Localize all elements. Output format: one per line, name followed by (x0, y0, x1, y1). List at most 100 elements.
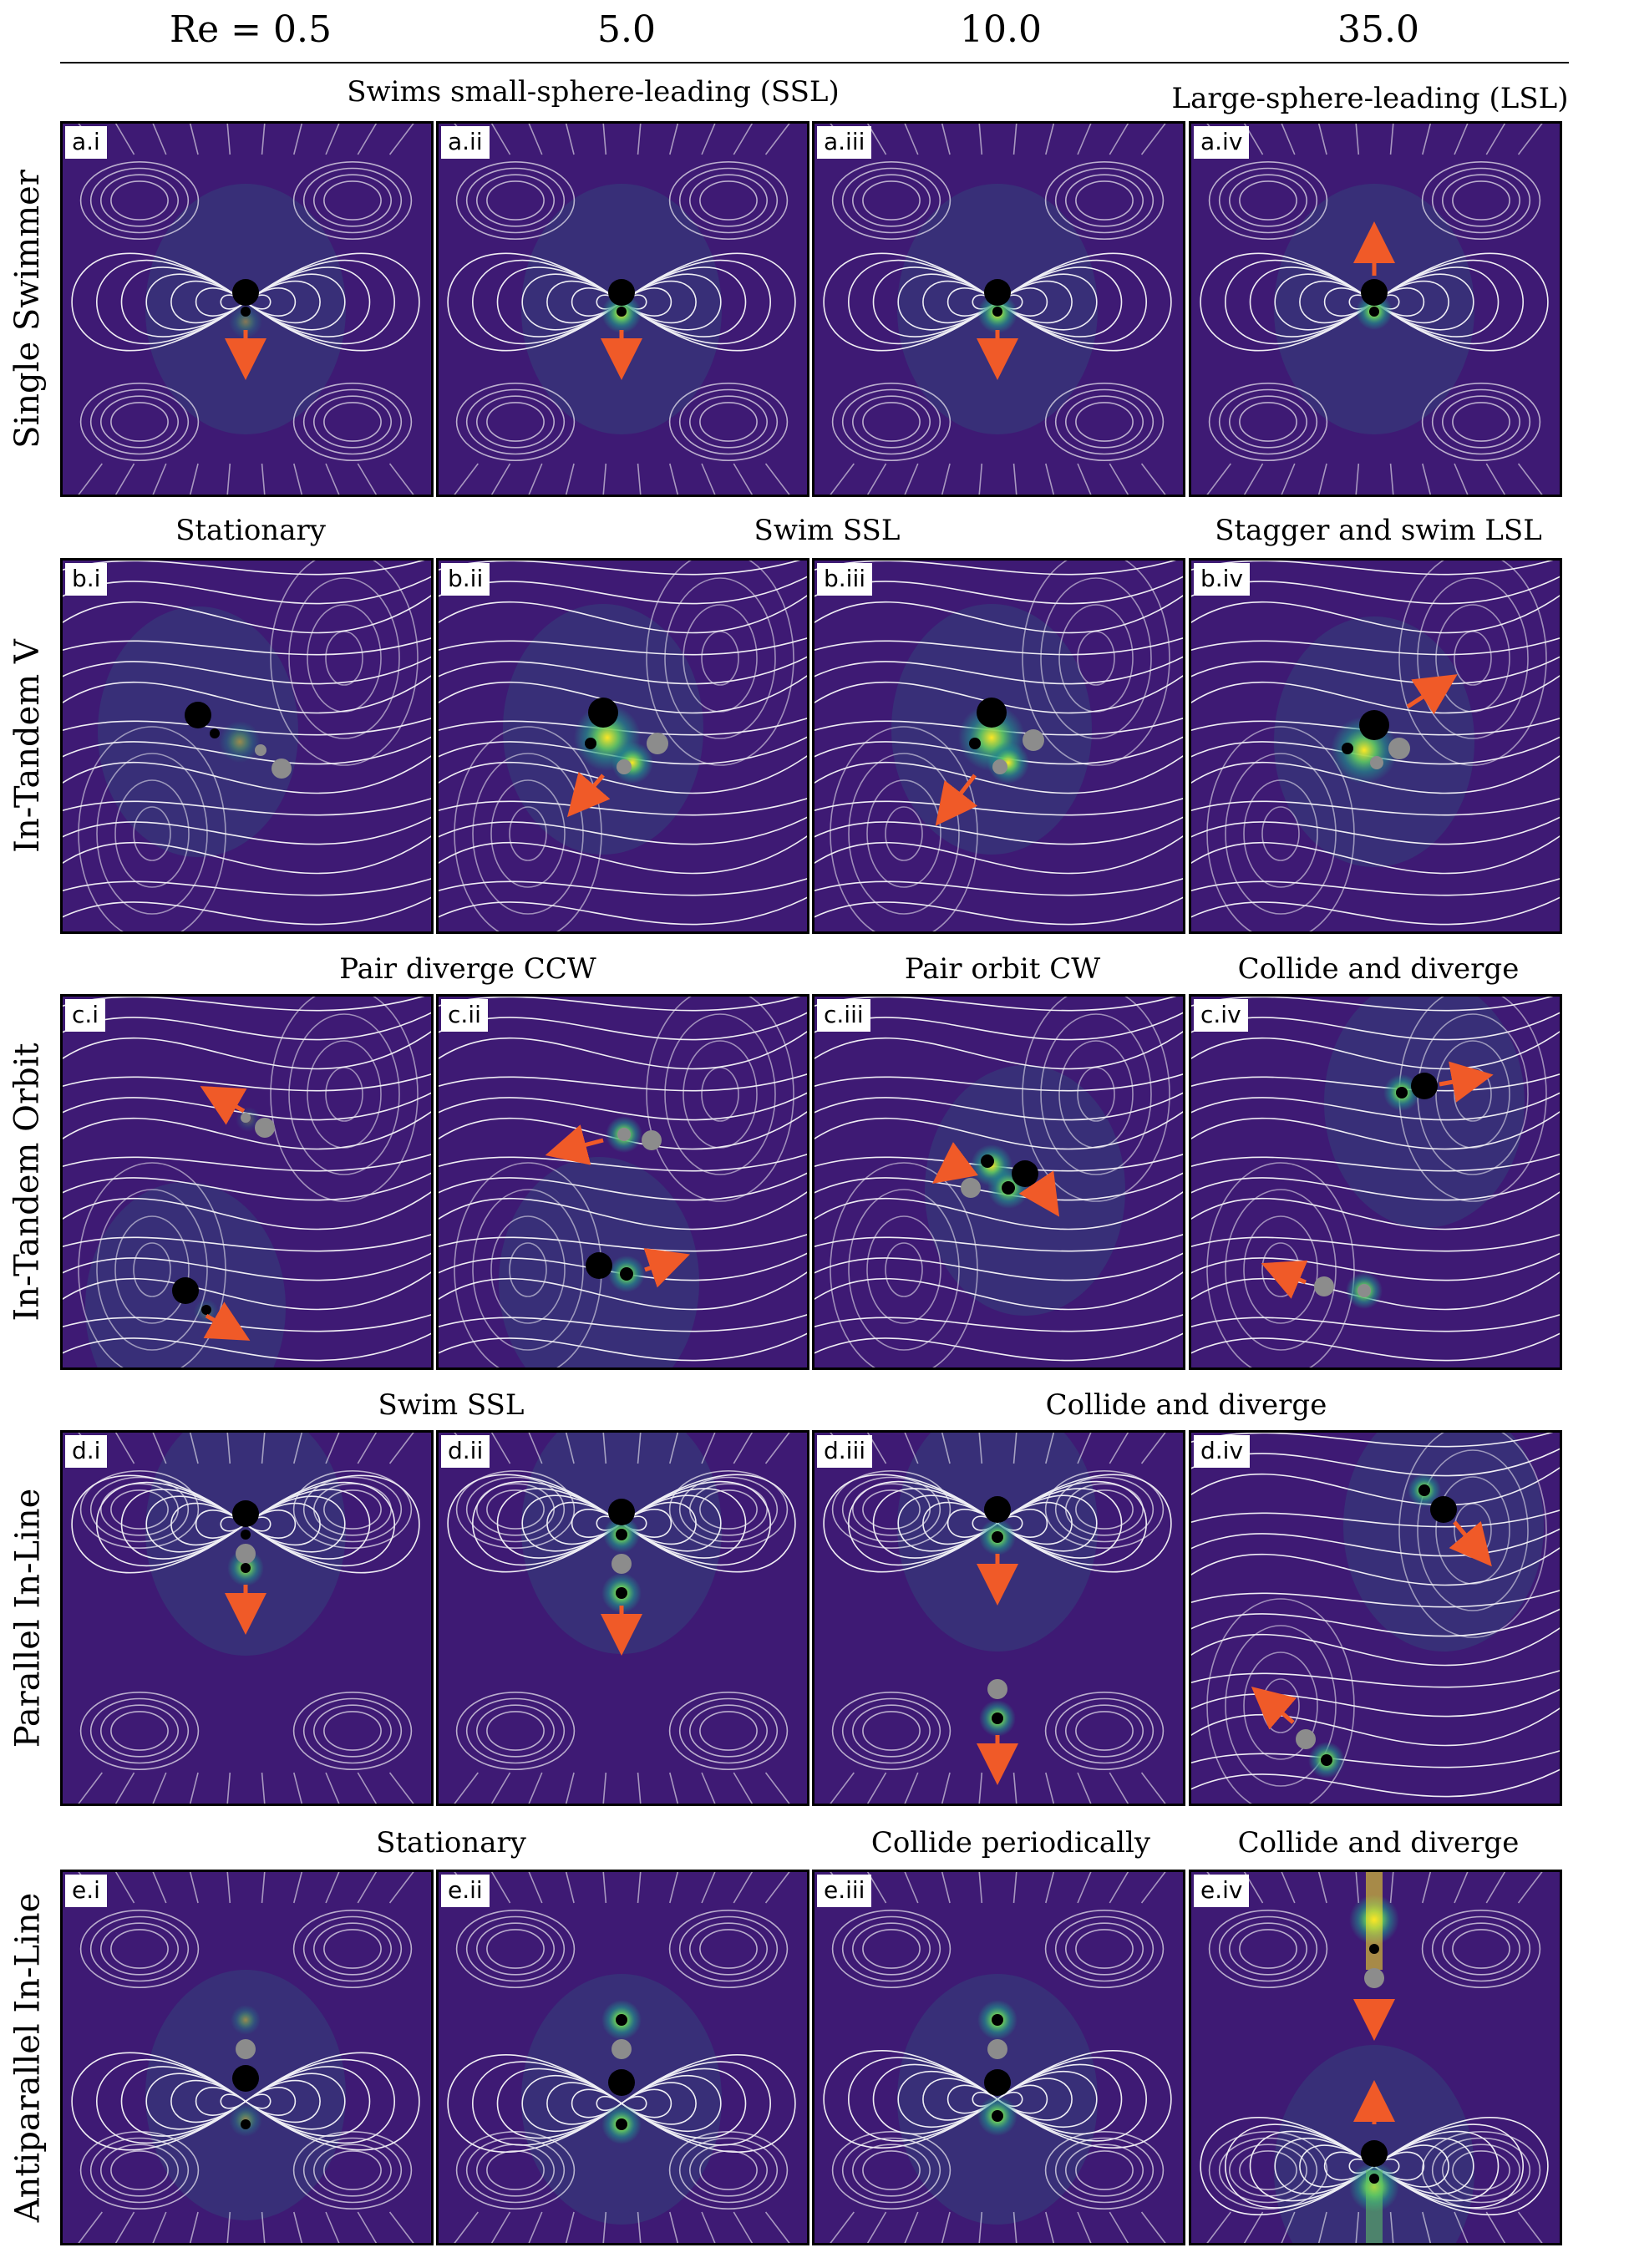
flow-field (1189, 994, 1562, 1370)
large-sphere (984, 279, 1011, 306)
partner-sphere (1023, 729, 1044, 751)
partner-sphere (255, 1118, 275, 1138)
panel-label: d.ii (441, 1435, 490, 1468)
partner-sphere (236, 1544, 256, 1564)
row-label-antiparallel-in-line: Antiparallel In-Line (8, 1892, 48, 2223)
large-sphere (608, 279, 635, 306)
column-header-re-0.5: Re = 0.5 (170, 8, 332, 51)
row-label-parallel-in-line: Parallel In-Line (8, 1488, 48, 1748)
small-sphere (201, 1305, 211, 1315)
flow-field (1189, 121, 1562, 497)
large-sphere (984, 2069, 1011, 2096)
small-sphere (1342, 743, 1353, 754)
panel-label: a.iii (817, 126, 872, 159)
panel-e-iii: e.iii (812, 1870, 1185, 2245)
row-label-single-swimmer: Single Swimmer (8, 170, 48, 449)
caption-b-stagger: Stagger and swim LSL (1215, 514, 1542, 547)
panel-label: b.iii (817, 563, 873, 596)
small-sphere (241, 307, 251, 317)
panel-label: b.i (65, 563, 108, 596)
velocity-hotspot (219, 721, 261, 763)
large-sphere (1361, 2140, 1388, 2167)
panel-c-iii: c.iii (812, 994, 1185, 1370)
partner-sphere (612, 1554, 632, 1574)
panel-label: c.ii (441, 999, 488, 1032)
streamlines (71, 1430, 420, 1806)
flow-field (1189, 558, 1562, 934)
velocity-hotspot (229, 305, 262, 338)
column-header-10.0: 10.0 (960, 8, 1042, 51)
velocity-haze (521, 1974, 722, 2225)
flow-field (436, 1430, 809, 1806)
streamlines (1189, 994, 1562, 1370)
streamlines (60, 558, 434, 934)
swim-direction-arrow (1406, 674, 1458, 715)
panel-label: a.ii (441, 126, 490, 159)
caption-d-collide: Collide and diverge (1045, 1388, 1327, 1422)
velocity-hotspot (612, 742, 653, 784)
small-sphere (585, 738, 596, 749)
partner-sphere (617, 759, 632, 774)
streamlines (812, 994, 1185, 1370)
large-sphere (1359, 710, 1389, 740)
panel-d-iv: d.iv (1189, 1430, 1562, 1806)
small-sphere (992, 2110, 1003, 2122)
panel-label: c.iv (1194, 999, 1248, 1032)
panel-label: c.iii (817, 999, 870, 1032)
small-sphere (241, 2119, 251, 2129)
small-sphere (1321, 1754, 1332, 1766)
swim-direction-arrow (932, 1142, 978, 1184)
flow-field (436, 1870, 809, 2245)
flow-field (812, 558, 1185, 934)
flow-field (436, 121, 809, 497)
row-label-in-tandem-v: In-Tandem V (8, 639, 47, 853)
caption-e-collide: Collide and diverge (1237, 1826, 1520, 1860)
flow-field (60, 558, 434, 934)
panel-label: e.iii (817, 1875, 872, 1907)
streamlines (823, 121, 1172, 497)
flow-field (812, 121, 1185, 497)
panel-label: b.ii (441, 563, 490, 596)
large-sphere (232, 2065, 259, 2092)
small-sphere (616, 1587, 627, 1599)
partner-sphere (255, 744, 266, 756)
flow-field (436, 994, 809, 1370)
swim-direction-arrow (1261, 1260, 1308, 1299)
small-sphere (969, 738, 981, 749)
swim-direction-arrow (566, 771, 611, 818)
swim-direction-arrow (203, 1301, 251, 1341)
panel-a-ii: a.ii (436, 121, 809, 497)
small-sphere (616, 1529, 627, 1540)
velocity-haze (145, 1430, 346, 1656)
partner-sphere (642, 1130, 662, 1150)
large-sphere (172, 1277, 199, 1304)
flow-field (812, 1430, 1185, 1806)
large-sphere (586, 1252, 612, 1279)
partner-sphere (612, 2039, 632, 2059)
streamlines (812, 558, 1185, 934)
velocity-hotspot (987, 742, 1029, 784)
jet-region (1366, 2170, 1383, 2245)
large-sphere (1430, 1496, 1457, 1523)
panel-a-iii: a.iii (812, 121, 1185, 497)
panel-label: b.iv (1194, 563, 1251, 596)
velocity-haze (98, 606, 298, 857)
flow-field (60, 1870, 434, 2245)
column-header-5.0: 5.0 (597, 8, 656, 51)
small-sphere (620, 1267, 633, 1281)
small-sphere (616, 2118, 627, 2130)
large-sphere (1411, 1073, 1438, 1099)
panel-label: a.i (65, 126, 107, 159)
small-sphere (1418, 1484, 1430, 1496)
streamlines (447, 1430, 796, 1806)
small-sphere (981, 1154, 994, 1168)
swim-direction-arrow (1449, 1520, 1492, 1567)
streamlines (823, 1870, 1172, 2245)
panel-label: c.i (65, 999, 106, 1032)
panel-b-iv: b.iv (1189, 558, 1562, 934)
panel-d-ii: d.ii (436, 1430, 809, 1806)
swim-direction-arrow (935, 774, 978, 826)
large-sphere (232, 1500, 259, 1527)
panel-label: e.iv (1194, 1875, 1250, 1907)
small-sphere (1369, 307, 1379, 317)
